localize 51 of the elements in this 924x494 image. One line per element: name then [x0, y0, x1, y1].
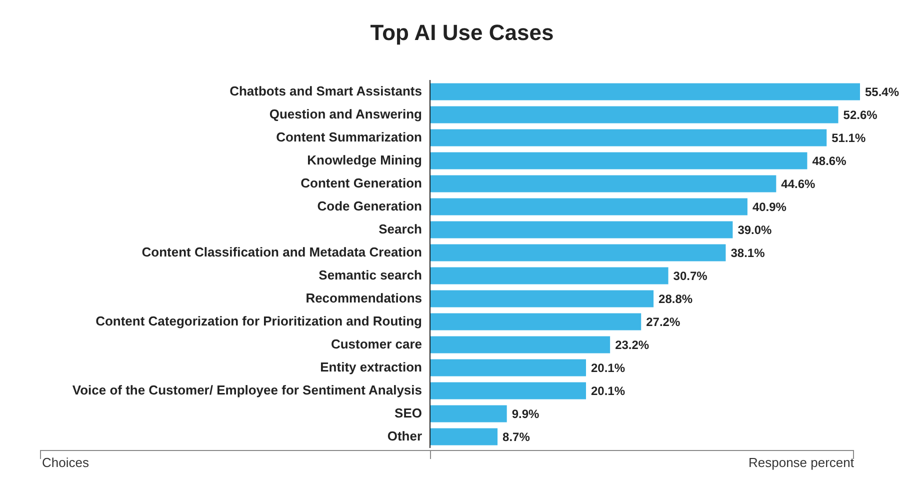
bar [430, 290, 654, 308]
y-tick-label: Content Classification and Metadata Creation [142, 244, 422, 260]
data-label: 38.1% [730, 246, 766, 260]
y-tick-label: Voice of the Customer/ Employee for Sentiment Analysis [72, 382, 422, 398]
bar [430, 382, 586, 400]
bar [430, 359, 586, 376]
data-label: 20.1% [591, 384, 626, 398]
bar [430, 175, 776, 192]
bar [430, 405, 507, 422]
bar [430, 336, 610, 354]
bar [430, 267, 668, 284]
y-tick-label: Content Summarization [276, 130, 422, 144]
data-label: 52.6% [843, 108, 878, 122]
y-tick-label: Customer care [330, 336, 422, 352]
bar [430, 244, 726, 262]
y-tick-label: Chatbots and Smart Assistants [230, 84, 422, 98]
data-label: 39.0% [738, 222, 772, 237]
data-label: 40.9% [752, 200, 787, 214]
y-tick-label: Content Categorization for Prioritization and Routing [96, 314, 422, 328]
data-label: 8.7% [502, 430, 530, 444]
bar [430, 313, 642, 330]
y-tick-label: Recommendations [306, 290, 422, 306]
data-label: 27.2% [646, 314, 680, 329]
y-tick-label: Semantic search [318, 268, 422, 282]
bar [430, 428, 498, 446]
y-tick-label: Question and Answering [269, 106, 422, 122]
data-label: 44.6% [781, 176, 816, 191]
data-label: 28.8% [658, 292, 693, 306]
y-tick-label: Search [378, 222, 422, 236]
bar [430, 221, 733, 238]
y-axis-title: Choices [42, 455, 89, 470]
bar [430, 129, 827, 146]
chart-title: Top AI Use Cases [369, 19, 555, 47]
bar [430, 198, 748, 216]
bar [430, 106, 838, 124]
data-label: 30.7% [673, 268, 708, 283]
y-tick-label: Entity extraction [320, 360, 422, 374]
y-tick-label: Code Generation [317, 198, 422, 214]
data-label: 23.2% [615, 338, 650, 352]
bar [430, 152, 808, 170]
data-label: 55.4% [865, 84, 900, 99]
data-label: 48.6% [812, 154, 847, 168]
y-tick-label: Content Generation [300, 176, 422, 190]
data-label: 51.1% [832, 130, 866, 145]
y-tick-label: Other [387, 428, 422, 444]
y-tick-label: SEO [394, 406, 422, 420]
y-tick-label: Knowledge Mining [307, 152, 422, 168]
x-axis-title: Response percent [748, 455, 854, 470]
bar [430, 83, 860, 100]
data-label: 9.9% [512, 406, 540, 421]
data-label: 20.1% [591, 360, 626, 375]
